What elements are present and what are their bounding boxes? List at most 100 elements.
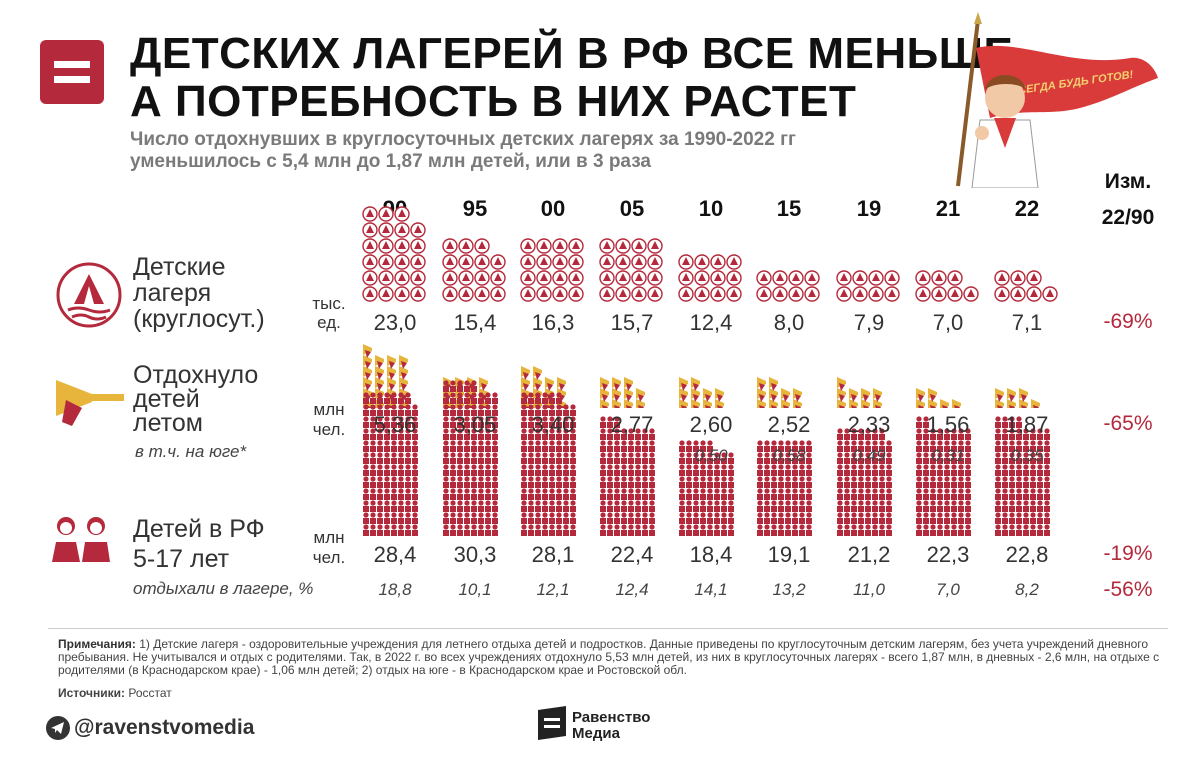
child-mark (858, 428, 864, 440)
child-mark (1037, 512, 1043, 524)
camp-mark (647, 270, 663, 286)
camp-mark (947, 270, 963, 286)
camp-mark (458, 286, 474, 302)
telegram-icon[interactable] (46, 716, 70, 740)
child-mark (1016, 440, 1022, 452)
child-mark (464, 512, 470, 524)
child-mark (642, 500, 648, 512)
child-mark (879, 512, 885, 524)
child-mark (528, 404, 534, 416)
bugle-mark (363, 344, 372, 358)
child-mark (721, 464, 727, 476)
child-mark (377, 512, 383, 524)
child-mark (457, 488, 463, 500)
child-mark (370, 524, 376, 536)
child-mark (693, 464, 699, 476)
child-mark (363, 452, 369, 464)
year-header: 05 (619, 196, 645, 221)
bugle-mark (703, 388, 712, 402)
child-mark (1009, 416, 1015, 428)
child-mark (412, 452, 418, 464)
camp-cluster (678, 254, 742, 302)
child-mark (384, 428, 390, 440)
child-mark (563, 524, 569, 536)
child-mark (412, 476, 418, 488)
child-mark (363, 440, 369, 452)
child-mark (607, 452, 613, 464)
child-mark (443, 392, 449, 404)
child-mark (370, 440, 376, 452)
child-mark (930, 428, 936, 440)
child-mark (549, 488, 555, 500)
child-mark (1002, 452, 1008, 464)
child-mark (377, 416, 383, 428)
camp-mark (915, 286, 931, 302)
bugle-mark (703, 399, 712, 408)
child-mark (635, 428, 641, 440)
camp-mark (410, 254, 426, 270)
social-handle[interactable]: @ravenstvomedia (74, 716, 255, 739)
child-mark (851, 452, 857, 464)
child-mark (370, 392, 376, 404)
camp-mark (1042, 286, 1058, 302)
child-mark (642, 440, 648, 452)
child-mark (686, 440, 692, 452)
child-mark (958, 512, 964, 524)
child-mark (1009, 524, 1015, 536)
child-mark (728, 464, 734, 476)
child-mark (443, 404, 449, 416)
child-mark (916, 500, 922, 512)
camp-mark (788, 270, 804, 286)
child-mark (457, 452, 463, 464)
child-mark (930, 464, 936, 476)
child-mark (1044, 488, 1050, 500)
value-camps: 15,7 (610, 310, 654, 335)
child-mark (391, 440, 397, 452)
child-mark (764, 488, 770, 500)
camp-mark (615, 254, 631, 270)
child-mark (937, 476, 943, 488)
child-mark (792, 488, 798, 500)
child-mark (844, 500, 850, 512)
camp-mark (520, 254, 536, 270)
child-mark (721, 500, 727, 512)
camp-mark (536, 270, 552, 286)
child-mark (457, 524, 463, 536)
camp-mark (378, 222, 394, 238)
child-mark (621, 464, 627, 476)
child-mark (693, 512, 699, 524)
child-mark (607, 524, 613, 536)
child-mark (837, 488, 843, 500)
child-mark (535, 464, 541, 476)
child-mark (556, 392, 562, 404)
child-mark (570, 464, 576, 476)
child-mark (916, 476, 922, 488)
camp-mark (788, 286, 804, 302)
child-mark (757, 500, 763, 512)
child-mark (457, 476, 463, 488)
child-mark (714, 500, 720, 512)
child-mark (995, 428, 1001, 440)
child-mark (707, 440, 713, 452)
child-mark (607, 476, 613, 488)
row-label-children-2: 5-17 лет (133, 545, 230, 573)
value-rested: 3,40 (531, 412, 575, 437)
child-mark (728, 488, 734, 500)
child-mark (958, 524, 964, 536)
child-mark (879, 488, 885, 500)
camp-mark (536, 238, 552, 254)
pioneer-flag-illustration: ВСЕГДА БУДЬ ГОТОВ! (956, 12, 1158, 188)
year-header: 95 (462, 196, 488, 221)
child-mark (556, 452, 562, 464)
child-mark (464, 464, 470, 476)
child-mark (995, 452, 1001, 464)
child-mark (377, 488, 383, 500)
child-mark (937, 488, 943, 500)
bugle-mark (521, 366, 530, 380)
child-mark (707, 452, 713, 464)
child-mark (778, 452, 784, 464)
child-mark (377, 428, 383, 440)
child-mark (937, 512, 943, 524)
child-mark (492, 488, 498, 500)
child-mark (405, 452, 411, 464)
